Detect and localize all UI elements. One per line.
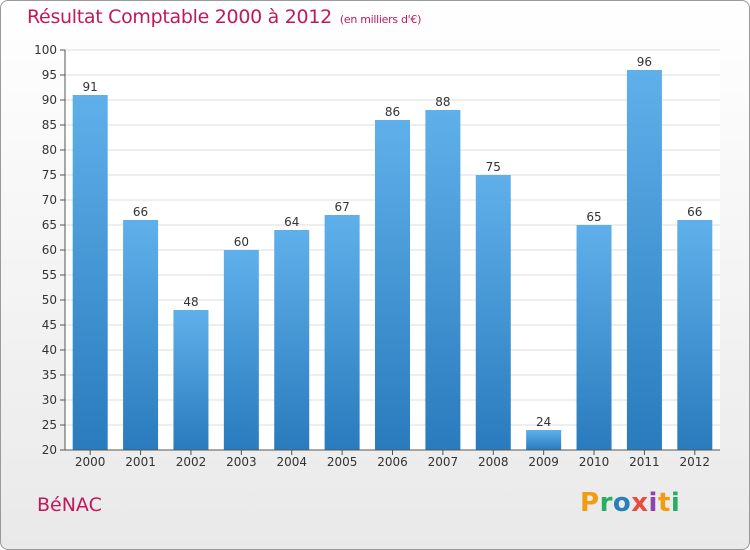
bar-2005 [324,215,360,450]
chart-title: Résultat Comptable 2000 à 2012 (en millie… [27,6,421,28]
bar-2008 [475,175,511,450]
y-tick-label: 40 [42,343,57,357]
bar-2000 [72,95,108,450]
bar-2011 [626,70,662,450]
x-tick-label: 2005 [327,455,358,469]
bar-2009 [526,430,562,450]
logo-letter: P [580,488,600,518]
data-label-2009: 24 [536,415,551,429]
data-label-2008: 75 [486,160,501,174]
data-label-2001: 66 [133,205,148,219]
y-tick-label: 80 [42,143,57,157]
x-tick-label: 2001 [125,455,156,469]
y-tick-label: 70 [42,193,57,207]
y-tick-label: 65 [42,218,57,232]
bar-2012 [677,220,713,450]
logo-letter: t [657,488,671,518]
logo-letter: r [599,488,613,518]
y-tick-label: 100 [34,43,57,57]
x-tick-label: 2011 [629,455,660,469]
bar-2003 [223,250,259,450]
logo-letter: i [648,488,658,518]
y-tick-label: 35 [42,368,57,382]
bar-2001 [123,220,159,450]
bar-2004 [274,230,310,450]
bars: 91 66 48 60 64 67 86 88 75 24 65 96 66 [72,55,713,450]
y-axis: 20 25 30 35 40 45 50 55 60 65 70 75 80 85 90 95 100 [34,43,66,457]
logo-letter: i [670,488,681,518]
x-tick-label: 2007 [428,455,459,469]
x-axis: 2000 2001 2002 2003 2004 2005 2006 2007 2008 2009… [65,449,720,469]
logo-letter: o [612,488,632,518]
y-tick-label: 85 [42,118,57,132]
data-label-2012: 66 [687,205,702,219]
y-tick-label: 95 [42,68,57,82]
x-tick-label: 2006 [377,455,408,469]
y-tick-label: 60 [42,243,57,257]
x-tick-label: 2008 [478,455,509,469]
data-label-2005: 67 [334,200,349,214]
bar-2007 [425,110,461,450]
logo-letter: x [631,488,649,518]
x-tick-label: 2000 [75,455,106,469]
bar-2006 [375,120,410,450]
bar-2002 [173,310,209,450]
commune-name: BéNAC [37,494,102,516]
y-tick-label: 90 [42,93,57,107]
bar-2010 [576,225,612,450]
proxiti-logo[interactable]: Proxiti [580,488,680,518]
y-tick-label: 50 [42,293,57,307]
data-label-2004: 64 [284,215,299,229]
x-tick-label: 2003 [226,455,257,469]
data-label-2010: 65 [586,210,601,224]
data-label-2003: 60 [234,235,249,249]
data-label-2002: 48 [183,295,198,309]
x-tick-label: 2004 [276,455,307,469]
y-tick-label: 45 [42,318,57,332]
data-label-2011: 96 [637,55,652,69]
x-tick-label: 2009 [528,455,559,469]
y-tick-label: 55 [42,268,57,282]
y-tick-label: 20 [42,443,57,457]
y-tick-label: 75 [42,168,57,182]
data-label-2007: 88 [435,95,450,109]
chart-title-text: Résultat Comptable 2000 à 2012 [27,6,332,28]
x-tick-label: 2002 [176,455,207,469]
x-tick-label: 2010 [579,455,610,469]
x-tick-label: 2012 [680,455,711,469]
data-label-2000: 91 [83,80,98,94]
y-tick-label: 25 [42,418,57,432]
data-label-2006: 86 [385,105,400,119]
y-tick-label: 30 [42,393,57,407]
chart-subtitle: (en milliers d'€) [339,13,422,26]
